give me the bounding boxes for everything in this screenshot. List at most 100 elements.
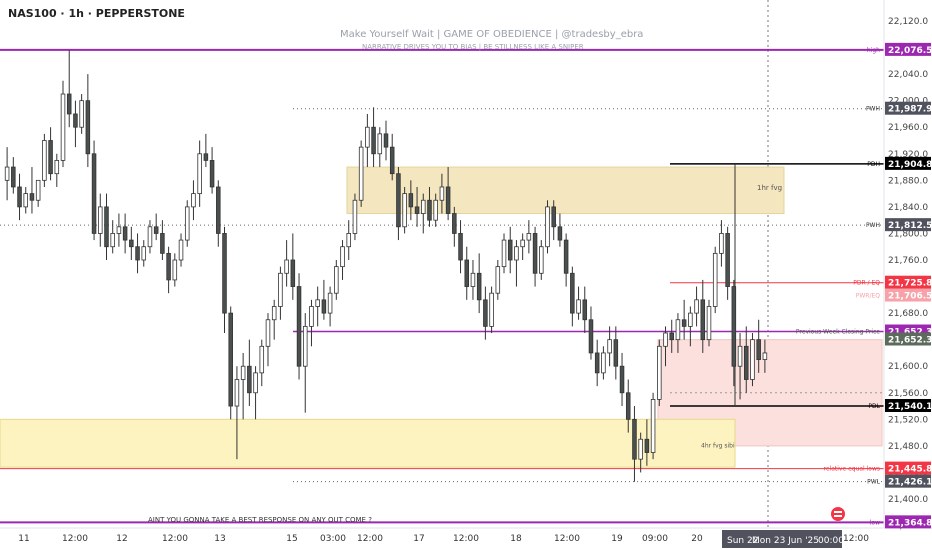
candle-body xyxy=(557,226,563,241)
time-tick-label: 12:00 xyxy=(357,534,383,544)
time-tick-label: 12:00 xyxy=(554,534,580,544)
time-tick-label: 12:00 xyxy=(843,534,869,544)
time-axis[interactable]: 11 12:00 12 12:00 13 15 03:00 12:00 17 12:00 18 12:… xyxy=(0,527,932,548)
level-text: PWL xyxy=(867,479,881,486)
candle-body xyxy=(60,93,66,161)
time-tick-label: 00:00 xyxy=(818,536,844,546)
candle-body xyxy=(284,259,289,274)
price-tick-label: 21,800.0 xyxy=(888,229,928,239)
time-tick-label: Sun 22 xyxy=(727,536,758,546)
candle-body xyxy=(551,206,556,228)
price-tag xyxy=(885,474,931,488)
levels-layer xyxy=(0,48,884,524)
candle-body xyxy=(625,392,631,420)
level-text: high xyxy=(867,47,880,54)
candle-body xyxy=(383,133,389,148)
symbol-title[interactable]: NAS100 · 1h · PEPPERSTONE xyxy=(8,7,185,20)
candle-body xyxy=(309,306,314,327)
candle-body xyxy=(35,179,41,201)
candle-body xyxy=(42,140,47,181)
candle-body xyxy=(302,325,308,367)
candle-body xyxy=(346,233,351,248)
candle-body xyxy=(234,379,240,407)
sibi-zone-4hr xyxy=(0,418,736,468)
price-tag xyxy=(885,288,931,302)
candle-body xyxy=(129,239,134,248)
candle-body xyxy=(464,259,470,287)
price-tag xyxy=(885,218,931,232)
candle-body xyxy=(644,438,650,453)
level-text: PDR / EQ xyxy=(853,280,880,287)
price-tick-label: 21,920.0 xyxy=(888,150,928,160)
flag-icon-stripe xyxy=(834,511,842,513)
candle-body xyxy=(638,438,643,460)
candle-body xyxy=(657,345,662,400)
level-text: relative equal lows xyxy=(824,466,880,473)
price-tick-label: 22,120.0 xyxy=(888,17,928,27)
candle-body xyxy=(700,299,706,341)
candle-body xyxy=(98,206,103,234)
candle-body xyxy=(650,399,656,453)
candle-body xyxy=(340,246,345,268)
time-tick-label: 17 xyxy=(413,534,424,544)
candles-layer xyxy=(4,50,768,482)
candle-body xyxy=(439,186,445,201)
candle-body xyxy=(576,299,581,314)
time-tick-label: 15 xyxy=(286,534,297,544)
candle-body xyxy=(762,352,768,360)
price-tag xyxy=(885,515,931,529)
price-tick-label: 21,680.0 xyxy=(888,309,928,319)
candle-body xyxy=(737,345,743,367)
candle-body xyxy=(539,246,544,274)
candle-body xyxy=(483,299,488,327)
price-tick-label: 21,480.0 xyxy=(888,442,928,452)
candle-body xyxy=(253,372,258,394)
candle-body xyxy=(327,292,333,314)
candle-body xyxy=(582,299,588,321)
time-tick-label: 11 xyxy=(18,534,29,544)
candle-body xyxy=(545,206,550,248)
candle-body xyxy=(725,233,730,287)
price-tick-label: 22,000.0 xyxy=(888,97,928,107)
price-tick-label: 21,880.0 xyxy=(888,176,928,186)
candle-body xyxy=(296,286,302,367)
time-tick-label: 13 xyxy=(214,534,225,544)
price-tick-label: 21,560.0 xyxy=(888,389,928,399)
candle-body xyxy=(563,239,569,274)
candle-body xyxy=(371,126,376,155)
candle-body xyxy=(147,226,153,248)
time-tick-label: 12 xyxy=(116,534,127,544)
candle-body xyxy=(91,153,97,234)
candle-body xyxy=(265,319,271,347)
candle-body xyxy=(178,239,184,261)
candle-body xyxy=(172,259,178,281)
candle-body xyxy=(601,352,606,374)
candle-body xyxy=(719,233,724,254)
candle-body xyxy=(48,140,53,175)
candle-body xyxy=(470,272,476,287)
price-tag-value: 21,987.9 xyxy=(888,105,932,115)
time-tick-label: 20 xyxy=(691,534,703,544)
candle-body xyxy=(489,292,494,327)
candle-body xyxy=(104,206,109,248)
price-tag-value: 22,076.5 xyxy=(888,46,932,56)
level-text: PWH xyxy=(866,222,880,229)
price-tag xyxy=(885,461,931,475)
candle-body xyxy=(334,266,339,294)
time-tick-label: 12:00 xyxy=(162,534,188,544)
candle-body xyxy=(458,233,463,261)
candle-body xyxy=(756,339,761,360)
level-text: PDH xyxy=(867,161,880,168)
candle-body xyxy=(619,365,625,394)
level-text: Previous Week Closing Price xyxy=(796,329,880,336)
sibi-zone-label: 4hr fvg sibi xyxy=(701,443,735,450)
candle-body xyxy=(594,352,600,374)
price-tick-label: 21,840.0 xyxy=(888,203,928,213)
price-axis[interactable]: 22,120.022,080.022,040.022,000.021,960.0… xyxy=(883,0,928,532)
level-text: PDL xyxy=(868,403,880,410)
price-tag xyxy=(885,42,931,56)
price-tag-value: 21,426.1 xyxy=(888,478,932,488)
candle-body xyxy=(358,146,364,201)
candle-body xyxy=(675,319,681,341)
